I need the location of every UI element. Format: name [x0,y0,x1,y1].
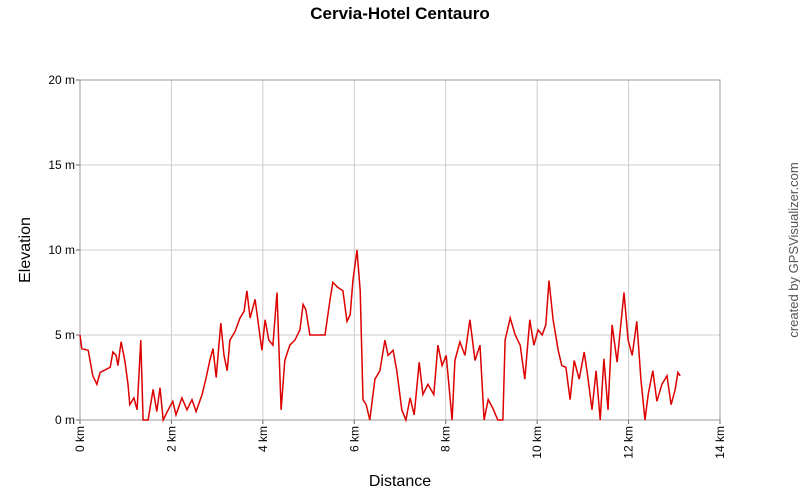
x-tick-label: 10 km [530,426,544,459]
x-axis-label: Distance [369,473,431,490]
x-tick-label: 0 km [73,426,87,452]
plot-border [79,79,721,421]
x-tick-label: 4 km [256,426,270,452]
elevation-line [79,249,681,423]
x-tick-label: 14 km [713,426,727,459]
chart-title: Cervia-Hotel Centauro [310,4,489,23]
x-tick-label: 12 km [622,426,636,459]
credit: created by GPSVisualizer.com [786,162,800,337]
y-tick-label: 0 m [55,413,75,427]
y-tick-label: 15 m [48,158,75,172]
x-tick-label: 6 km [347,426,361,452]
y-tick-label: 10 m [48,243,75,257]
x-tick-label: 8 km [439,426,453,452]
y-tick-label: 20 m [48,73,75,87]
y-axis-label: Elevation [17,217,34,283]
y-tick-label: 5 m [55,328,75,342]
x-tick-label: 2 km [164,426,178,452]
